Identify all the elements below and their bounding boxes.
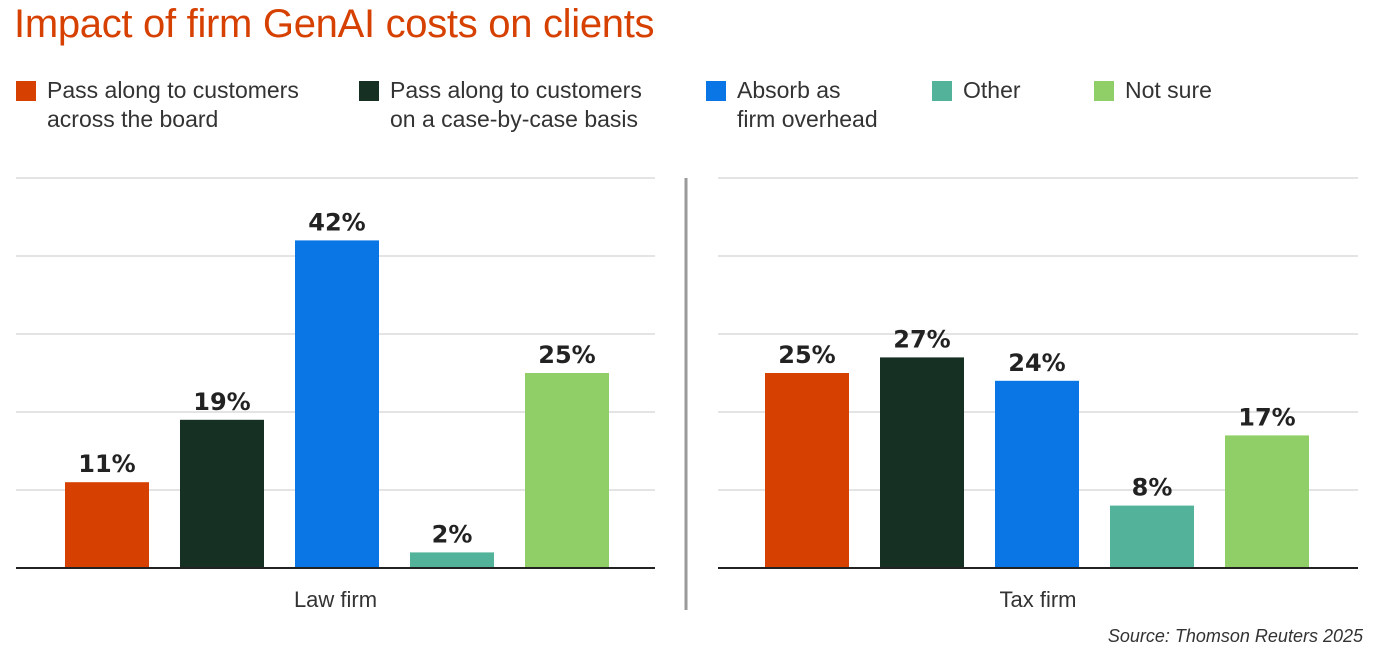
legend-line: Pass along to customers [47, 77, 299, 103]
legend-label: Pass along to customers across the board [47, 76, 299, 134]
bar [295, 240, 379, 568]
bar-value-label: 25% [538, 341, 595, 369]
panel-category-label: Law firm [294, 587, 377, 612]
bar [65, 482, 149, 568]
bar-value-label: 11% [78, 450, 135, 478]
legend-line: Other [963, 77, 1021, 103]
legend-line: Not sure [1125, 77, 1212, 103]
bar-value-label: 24% [1008, 349, 1065, 377]
bar [880, 357, 964, 568]
bar [995, 380, 1079, 568]
legend-item-other: Other [932, 76, 1021, 105]
legend-swatch [16, 81, 36, 101]
chart-title: Impact of firm GenAI costs on clients [14, 2, 655, 46]
bar-value-label: 42% [308, 208, 365, 236]
legend-line: Pass along to customers [390, 77, 642, 103]
legend-item-absorb-overhead: Absorb as firm overhead [706, 76, 878, 134]
legend-item-case-by-case: Pass along to customers on a case-by-cas… [359, 76, 642, 134]
legend-line: across the board [47, 106, 219, 132]
bar [765, 373, 849, 568]
bar [1110, 505, 1194, 568]
bar [180, 419, 264, 568]
legend-swatch [359, 81, 379, 101]
legend-label: Other [963, 76, 1021, 105]
bar-value-label: 17% [1238, 403, 1295, 431]
legend-line: on a case-by-case basis [390, 106, 639, 132]
bar [410, 552, 494, 568]
bar-value-label: 25% [778, 341, 835, 369]
legend-label: Pass along to customers on a case-by-cas… [390, 76, 642, 134]
bar-value-label: 2% [432, 520, 473, 548]
legend-line: firm overhead [737, 106, 878, 132]
bar-value-label: 27% [893, 325, 950, 353]
legend-line: Absorb as [737, 77, 841, 103]
bar-value-label: 8% [1132, 474, 1173, 502]
bar [1225, 435, 1309, 568]
legend-label: Absorb as firm overhead [737, 76, 878, 134]
legend-swatch [1094, 81, 1114, 101]
bar-value-label: 19% [193, 388, 250, 416]
bar [525, 373, 609, 568]
legend-swatch [706, 81, 726, 101]
legend-item-not-sure: Not sure [1094, 76, 1212, 105]
source-note: Source: Thomson Reuters 2025 [1107, 626, 1363, 646]
legend-swatch [932, 81, 952, 101]
legend-label: Not sure [1125, 76, 1212, 105]
panel-category-label: Tax firm [1000, 587, 1077, 612]
legend-item-across-board: Pass along to customers across the board [16, 76, 299, 134]
